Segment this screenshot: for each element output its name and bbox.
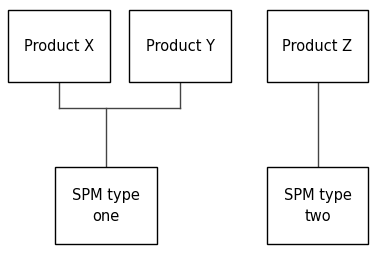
Text: Product Z: Product Z xyxy=(283,39,352,54)
FancyBboxPatch shape xyxy=(267,10,368,82)
FancyBboxPatch shape xyxy=(129,10,231,82)
FancyBboxPatch shape xyxy=(8,10,110,82)
Text: Product Y: Product Y xyxy=(146,39,215,54)
Text: Product X: Product X xyxy=(24,39,94,54)
FancyBboxPatch shape xyxy=(55,167,157,244)
Text: SPM type
one: SPM type one xyxy=(72,188,140,224)
FancyBboxPatch shape xyxy=(267,167,368,244)
Text: SPM type
two: SPM type two xyxy=(283,188,352,224)
